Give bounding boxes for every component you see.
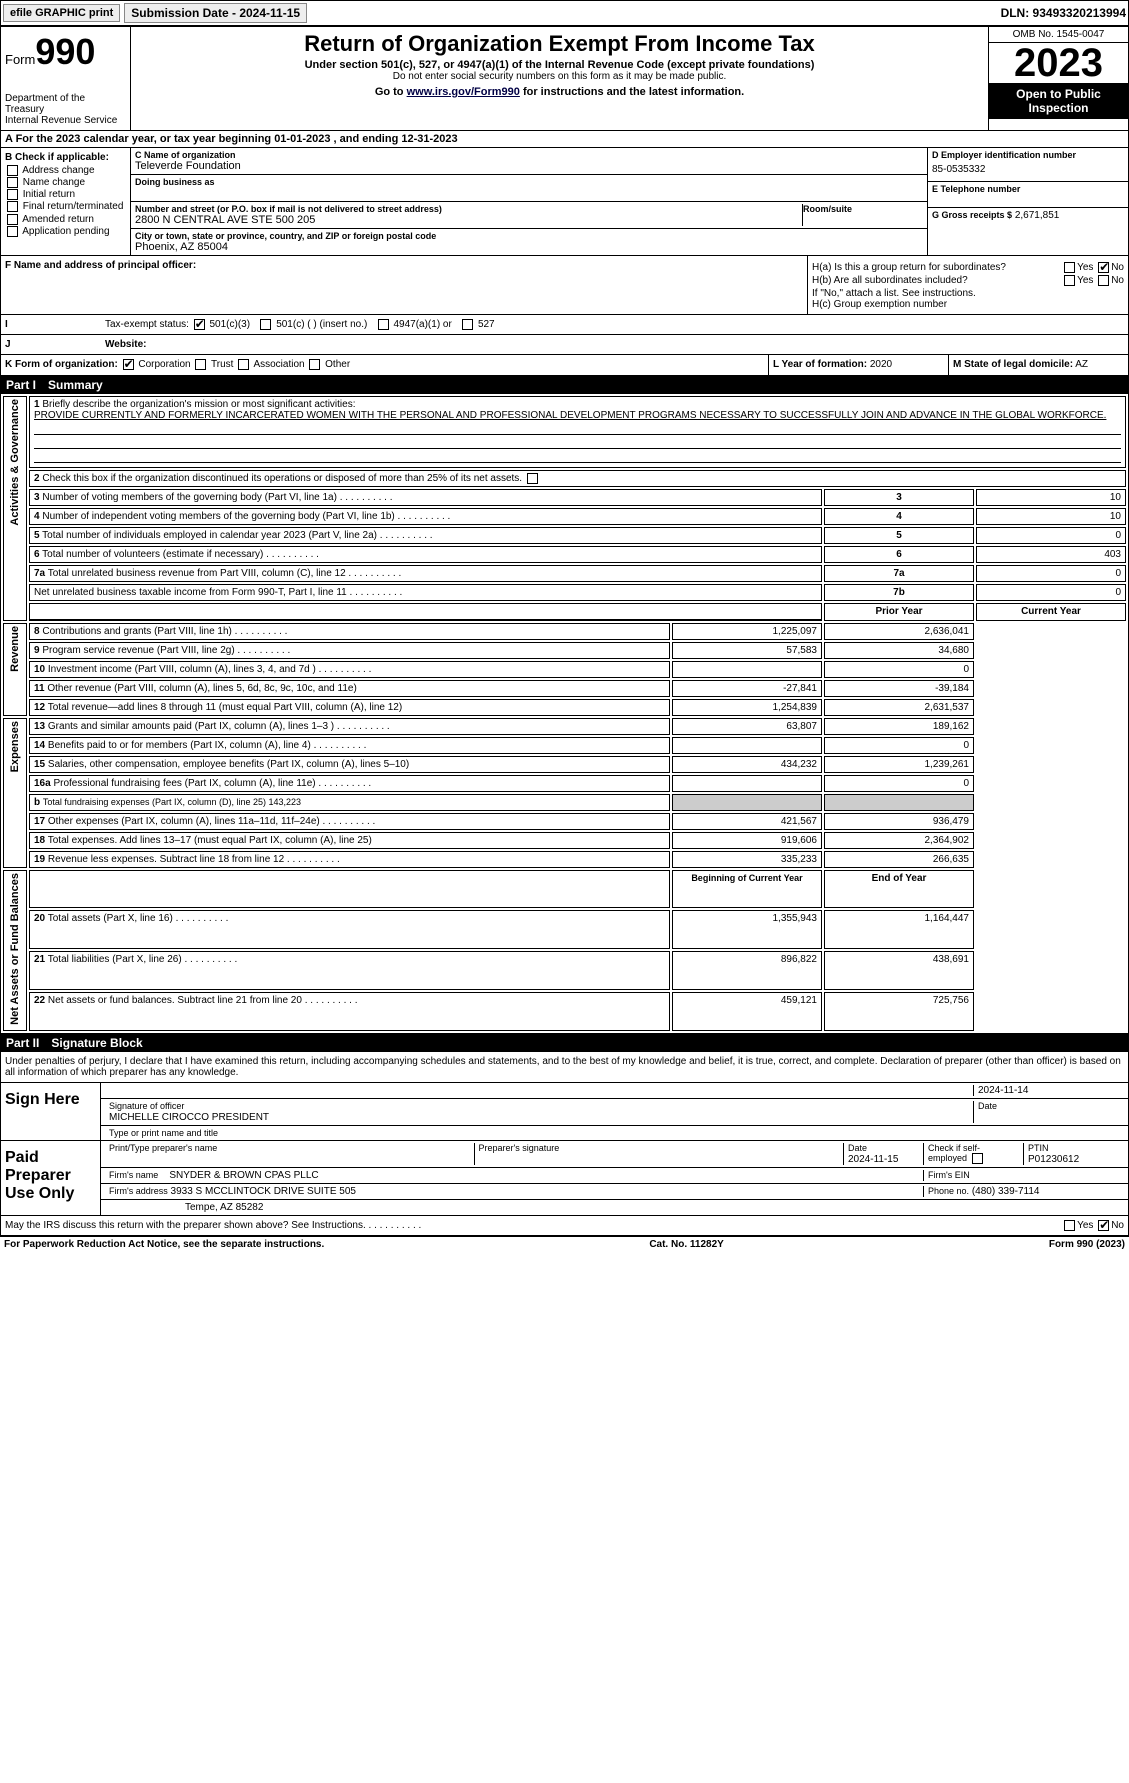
- section-bcd: B Check if applicable: Address change Na…: [0, 148, 1129, 256]
- signature-block: Under penalties of perjury, I declare th…: [0, 1052, 1129, 1236]
- form-header: Form990 Department of the Treasury Inter…: [0, 26, 1129, 131]
- chk-discuss-no[interactable]: [1098, 1220, 1109, 1231]
- top-toolbar: efile GRAPHIC print Submission Date - 20…: [0, 0, 1129, 26]
- irs-link[interactable]: www.irs.gov/Form990: [407, 86, 520, 98]
- part-2-header: Part IISignature Block: [0, 1034, 1129, 1052]
- row-i: I Tax-exempt status: 501(c)(3) 501(c) ( …: [0, 315, 1129, 335]
- chk-assoc[interactable]: [238, 359, 249, 370]
- public-inspection: Open to Public Inspection: [989, 83, 1128, 119]
- tab-net-assets: Net Assets or Fund Balances: [9, 873, 21, 1025]
- gross-receipts: 2,671,851: [1015, 210, 1060, 221]
- chk-app-pending[interactable]: Application pending: [5, 226, 126, 237]
- gov-row-6: 6 Total number of volunteers (estimate i…: [3, 546, 1126, 563]
- gov-row-7b: Net unrelated business taxable income fr…: [3, 584, 1126, 601]
- efile-button[interactable]: efile GRAPHIC print: [3, 4, 120, 22]
- part-1-header: Part ISummary: [0, 376, 1129, 394]
- sign-here-label: Sign Here: [1, 1083, 101, 1140]
- prep-date: 2024-11-15: [848, 1154, 898, 1165]
- perjury-declaration: Under penalties of perjury, I declare th…: [1, 1052, 1128, 1082]
- form-label: Form: [5, 52, 35, 67]
- chk-name-change[interactable]: Name change: [5, 177, 126, 188]
- dept-treasury: Department of the Treasury: [5, 93, 126, 115]
- sign-date: 2024-11-14: [974, 1085, 1124, 1096]
- mission-text: PROVIDE CURRENTLY AND FORMERLY INCARCERA…: [34, 410, 1106, 421]
- subtitle-2: Do not enter social security numbers on …: [135, 71, 984, 82]
- paid-preparer-label: Paid Preparer Use Only: [1, 1141, 101, 1215]
- chk-4947[interactable]: [378, 319, 389, 330]
- subtitle-1: Under section 501(c), 527, or 4947(a)(1)…: [135, 59, 984, 71]
- chk-final-return[interactable]: Final return/terminated: [5, 201, 126, 212]
- chk-hb-no[interactable]: [1098, 275, 1109, 286]
- chk-trust[interactable]: [195, 359, 206, 370]
- row-k: K Form of organization: Corporation Trus…: [0, 355, 1129, 375]
- row-j: J Website:: [0, 335, 1129, 355]
- gov-row-4: 4 Number of independent voting members o…: [3, 508, 1126, 525]
- firm-phone: (480) 339-7114: [972, 1186, 1040, 1197]
- gov-row-3: 3 Number of voting members of the govern…: [3, 489, 1126, 506]
- chk-discuss-yes[interactable]: [1064, 1220, 1075, 1231]
- chk-hb-yes[interactable]: [1064, 275, 1075, 286]
- gov-row-5: 5 Total number of individuals employed i…: [3, 527, 1126, 544]
- firm-name: SNYDER & BROWN CPAS PLLC: [169, 1170, 318, 1181]
- submission-date: Submission Date - 2024-11-15: [124, 3, 307, 23]
- chk-corp[interactable]: [123, 359, 134, 370]
- tab-expenses: Expenses: [9, 721, 21, 772]
- row-fh: F Name and address of principal officer:…: [0, 256, 1129, 315]
- state-domicile: AZ: [1075, 359, 1088, 370]
- tab-activities: Activities & Governance: [9, 399, 21, 526]
- chk-501c[interactable]: [260, 319, 271, 330]
- chk-527[interactable]: [462, 319, 473, 330]
- form-title: Return of Organization Exempt From Incom…: [135, 31, 984, 57]
- firm-address: 3933 S MCCLINTOCK DRIVE SUITE 505: [171, 1186, 356, 1197]
- ptin: P01230612: [1028, 1154, 1079, 1165]
- line-a: A For the 2023 calendar year, or tax yea…: [0, 131, 1129, 148]
- ein: 85-0535332: [932, 160, 1124, 179]
- chk-amended[interactable]: Amended return: [5, 214, 126, 225]
- page-footer: For Paperwork Reduction Act Notice, see …: [0, 1236, 1129, 1252]
- chk-address-change[interactable]: Address change: [5, 165, 126, 176]
- dln: DLN: 93493320213994: [1001, 6, 1126, 20]
- chk-self-employed[interactable]: [972, 1153, 983, 1164]
- form-number: 990: [35, 31, 95, 72]
- summary-table: Activities & Governance 1 Briefly descri…: [0, 394, 1129, 1034]
- tax-year: 2023: [989, 43, 1128, 83]
- city-state-zip: Phoenix, AZ 85004: [135, 241, 923, 253]
- chk-other[interactable]: [309, 359, 320, 370]
- chk-501c3[interactable]: [194, 319, 205, 330]
- firm-city: Tempe, AZ 85282: [105, 1202, 1124, 1213]
- year-formation: 2020: [870, 359, 892, 370]
- gov-row-7a: 7a Total unrelated business revenue from…: [3, 565, 1126, 582]
- box-b-label: B Check if applicable:: [5, 152, 126, 163]
- chk-discontinued[interactable]: [527, 473, 538, 484]
- chk-ha-yes[interactable]: [1064, 262, 1075, 273]
- chk-ha-no[interactable]: [1098, 262, 1109, 273]
- org-name: Televerde Foundation: [135, 160, 923, 172]
- tab-revenue: Revenue: [9, 626, 21, 672]
- street-address: 2800 N CENTRAL AVE STE 500 205: [135, 214, 802, 226]
- officer-name: MICHELLE CIROCCO PRESIDENT: [109, 1112, 269, 1123]
- irs-label: Internal Revenue Service: [5, 115, 126, 126]
- chk-initial-return[interactable]: Initial return: [5, 189, 126, 200]
